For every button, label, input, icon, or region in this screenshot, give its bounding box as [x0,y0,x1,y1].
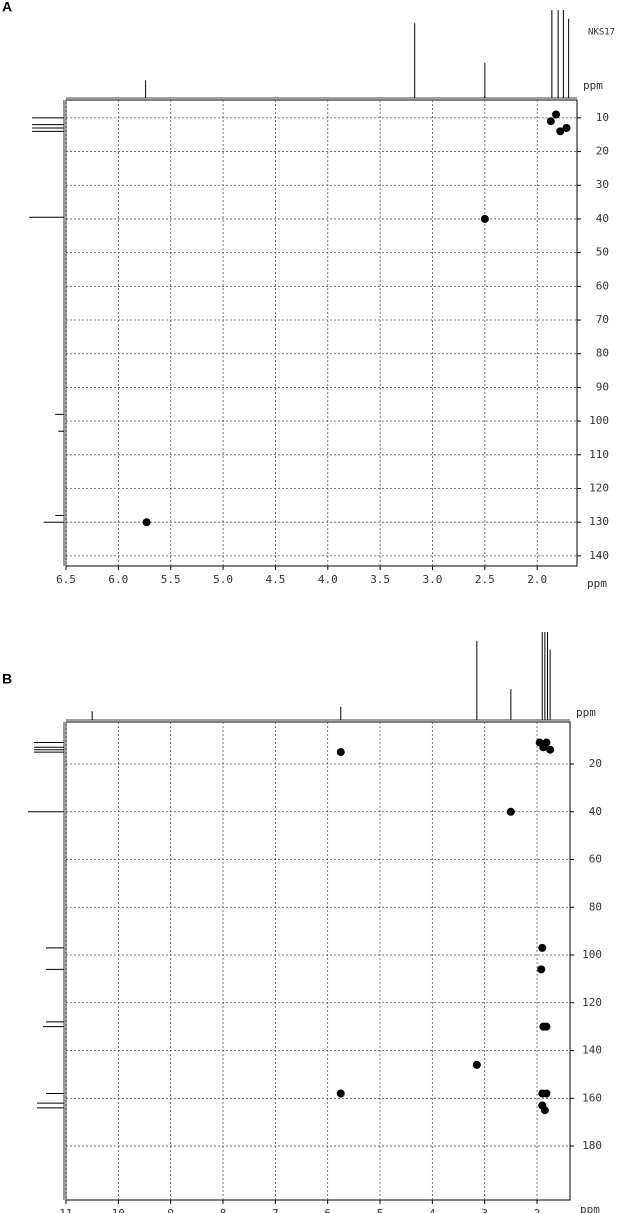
x-axis-label: ppm [580,1203,600,1213]
cross-peak [540,1106,549,1115]
y-tick-label: 130 [589,515,609,528]
y-tick-label: 50 [596,246,609,259]
y-tick-label: 70 [596,313,609,326]
x-tick-label: 9 [167,1207,174,1213]
cross-peak [142,518,151,527]
y-tick-label: 20 [589,757,602,770]
y-axis-label: ppm [576,706,596,719]
x-tick-label: 6.5 [56,573,76,586]
x-tick-label: 3 [481,1207,488,1213]
cross-peak [546,117,555,126]
x-tick-label: 5 [377,1207,384,1213]
y-tick-label: 30 [596,178,609,191]
x-tick-label: 2 [534,1207,541,1213]
cross-peak [552,110,561,119]
x-tick-label: 2.5 [475,573,495,586]
x-tick-label: 5.0 [213,573,233,586]
y-tick-label: 140 [589,549,609,562]
y-tick-label: 20 [596,145,609,158]
x-axis-label: ppm [587,577,607,590]
y-tick-label: 120 [582,996,602,1009]
x-tick-label: 7 [272,1207,279,1213]
y-tick-label: 10 [596,111,609,124]
cross-peak [538,943,547,952]
y-axis-label: ppm [583,79,603,92]
y-tick-label: 180 [582,1139,602,1152]
y-tick-label: 60 [596,279,609,292]
y-tick-label: 110 [589,448,609,461]
y-tick-label: 80 [589,900,602,913]
cross-peak [506,807,515,816]
x-tick-label: 4.0 [318,573,338,586]
y-tick-label: 60 [589,853,602,866]
cross-peak [537,965,546,974]
y-tick-label: 80 [596,347,609,360]
cross-peak [542,738,551,747]
cross-peak [556,127,565,136]
cross-peak [480,214,489,223]
annotation: NKS17 [588,28,615,38]
x-tick-label: 10 [112,1207,125,1213]
y-tick-label: 140 [582,1044,602,1057]
y-tick-label: 160 [582,1091,602,1104]
panel-label: B [2,671,12,687]
x-tick-label: 4 [429,1207,436,1213]
plot-frame [65,721,571,1201]
cross-peak [472,1060,481,1069]
plot-frame [65,99,578,567]
cross-peak [542,1089,551,1098]
x-tick-label: 5.5 [161,573,181,586]
y-tick-label: 90 [596,380,609,393]
x-tick-label: 4.5 [265,573,285,586]
cross-peak [562,123,571,132]
y-tick-label: 100 [589,414,609,427]
cross-peak [546,745,555,754]
x-tick-label: 3.0 [423,573,443,586]
x-tick-label: 8 [220,1207,227,1213]
x-tick-label: 6.0 [108,573,128,586]
x-tick-label: 6 [324,1207,331,1213]
y-tick-label: 100 [582,948,602,961]
y-tick-label: 120 [589,482,609,495]
y-tick-label: 40 [589,805,602,818]
cross-peak [336,1089,345,1098]
x-tick-label: 2.0 [527,573,547,586]
y-tick-label: 40 [596,212,609,225]
cross-peak [539,1022,548,1031]
panel-label: A [2,0,12,15]
x-tick-label: 3.5 [370,573,390,586]
cross-peak [336,748,345,757]
x-tick-label: 11 [59,1207,72,1213]
